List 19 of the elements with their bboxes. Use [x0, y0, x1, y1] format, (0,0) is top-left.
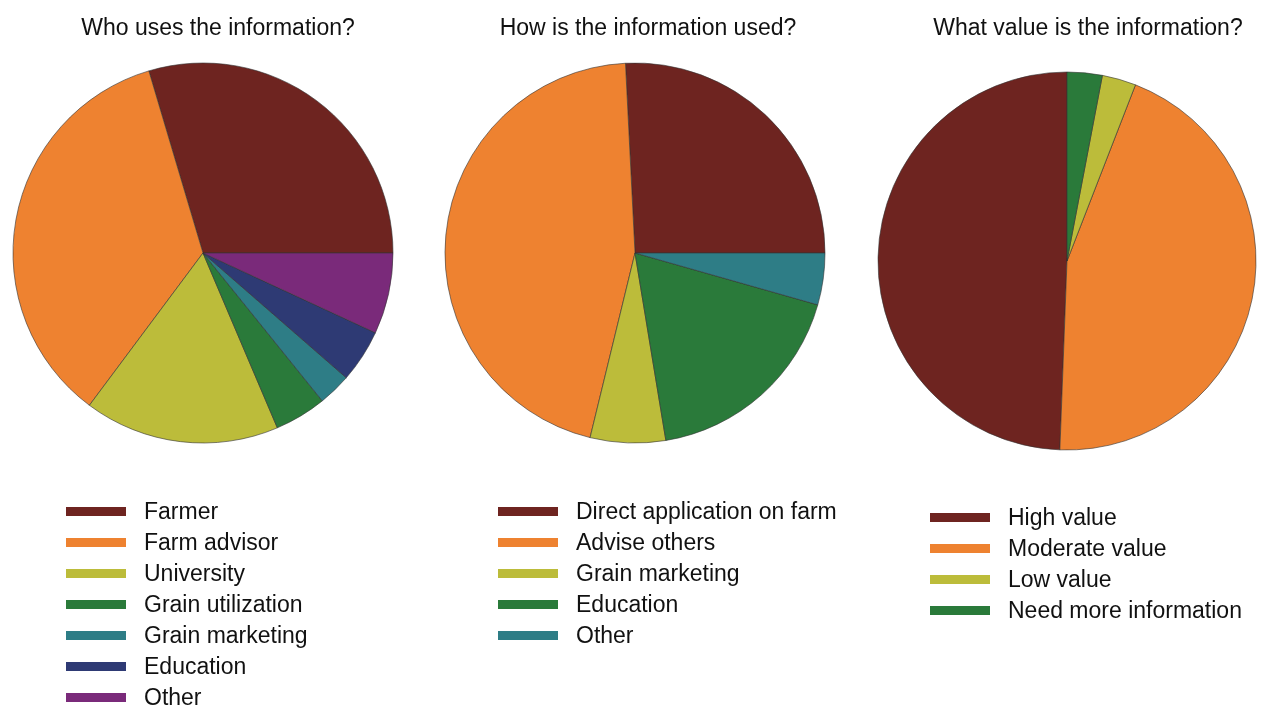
legend-label: Advise others — [576, 529, 716, 556]
legend-label: High value — [1008, 504, 1117, 531]
legend-label: Grain marketing — [576, 560, 740, 587]
legend-label: Grain utilization — [144, 591, 303, 618]
legend-label: Moderate value — [1008, 535, 1167, 562]
legend-label: Low value — [1008, 566, 1112, 593]
legend-label: Farm advisor — [144, 529, 279, 556]
legend-label: Other — [576, 622, 634, 649]
legend-label: Grain marketing — [144, 622, 308, 649]
chart-title: Who uses the information? — [80, 14, 356, 41]
chart-title: How is the information used? — [498, 14, 798, 41]
legend-label: Education — [144, 653, 247, 680]
legend-label: Education — [576, 591, 679, 618]
legend-label: Other — [144, 684, 202, 711]
chart-title: What value is the information? — [932, 14, 1244, 41]
legend-label: Farmer — [144, 498, 219, 525]
legend-label: Direct application on farm — [576, 498, 837, 525]
legend-label: University — [144, 560, 245, 587]
legend-label: Need more information — [1008, 597, 1242, 624]
